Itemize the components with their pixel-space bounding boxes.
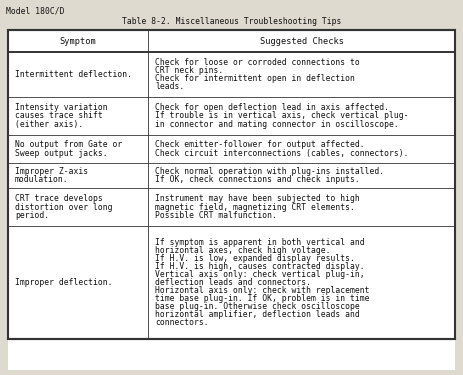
Text: If trouble is in vertical axis, check vertical plug-: If trouble is in vertical axis, check ve… (155, 111, 408, 120)
Text: time base plug-in. If OK, problem is in time: time base plug-in. If OK, problem is in … (155, 294, 369, 303)
Text: modulation.: modulation. (15, 175, 69, 184)
Text: Instrument may have been subjected to high: Instrument may have been subjected to hi… (155, 195, 360, 204)
Text: (either axis).: (either axis). (15, 120, 83, 129)
Text: Intermittent deflection.: Intermittent deflection. (15, 70, 132, 79)
Text: If symptom is apparent in both vertical and: If symptom is apparent in both vertical … (155, 238, 365, 247)
Text: CRT neck pins.: CRT neck pins. (155, 66, 223, 75)
Text: base plug-in. Otherwise check oscilloscope: base plug-in. Otherwise check oscillosco… (155, 302, 360, 311)
Text: Model 180C/D: Model 180C/D (6, 7, 64, 16)
Text: horizontal axes, check high voltage.: horizontal axes, check high voltage. (155, 246, 331, 255)
Text: distortion over long: distortion over long (15, 202, 113, 211)
Text: period.: period. (15, 210, 49, 219)
Bar (8, 30, 455, 339)
Text: Check circuit interconnections (cables, connectors).: Check circuit interconnections (cables, … (155, 148, 408, 158)
Text: in connector and mating connector in oscilloscope.: in connector and mating connector in osc… (155, 120, 399, 129)
Text: If OK, check connections and check inputs.: If OK, check connections and check input… (155, 175, 360, 184)
Text: CRT trace develops: CRT trace develops (15, 195, 103, 204)
Text: magnetic field, magnetizing CRT elements.: magnetic field, magnetizing CRT elements… (155, 202, 355, 211)
Text: Horizontal axis only: check with replacement: Horizontal axis only: check with replace… (155, 286, 369, 295)
Text: Check for open deflection lead in axis affected.: Check for open deflection lead in axis a… (155, 104, 389, 112)
Text: Sweep output jacks.: Sweep output jacks. (15, 148, 107, 158)
Text: Check for intermittent open in deflection: Check for intermittent open in deflectio… (155, 74, 355, 83)
Text: Check for loose or corroded connections to: Check for loose or corroded connections … (155, 58, 360, 67)
Text: horizontal amplifier, deflection leads and: horizontal amplifier, deflection leads a… (155, 310, 360, 319)
Text: Improper Z-axis: Improper Z-axis (15, 167, 88, 176)
Text: deflection leads and connectors.: deflection leads and connectors. (155, 278, 311, 287)
Text: Suggested Checks: Suggested Checks (259, 36, 344, 45)
Text: Table 8-2. Miscellaneous Troubleshooting Tips: Table 8-2. Miscellaneous Troubleshooting… (122, 17, 341, 26)
Text: If H.V. is high, causes contracted display.: If H.V. is high, causes contracted displ… (155, 262, 365, 271)
Text: Symptom: Symptom (60, 36, 96, 45)
Text: Vertical axis only: check vertical plug-in,: Vertical axis only: check vertical plug-… (155, 270, 365, 279)
Text: Check emitter-follower for output affected.: Check emitter-follower for output affect… (155, 141, 365, 150)
Text: connectors.: connectors. (155, 318, 209, 327)
Text: Possible CRT malfunction.: Possible CRT malfunction. (155, 210, 277, 219)
Text: No output from Gate or: No output from Gate or (15, 141, 122, 150)
Text: If H.V. is low, expanded display results.: If H.V. is low, expanded display results… (155, 254, 355, 263)
Text: Check normal operation with plug-ins installed.: Check normal operation with plug-ins ins… (155, 167, 384, 176)
Text: leads.: leads. (155, 82, 184, 91)
Text: Intensity variation: Intensity variation (15, 104, 107, 112)
Text: causes trace shift: causes trace shift (15, 111, 103, 120)
Text: Improper deflection.: Improper deflection. (15, 278, 113, 287)
